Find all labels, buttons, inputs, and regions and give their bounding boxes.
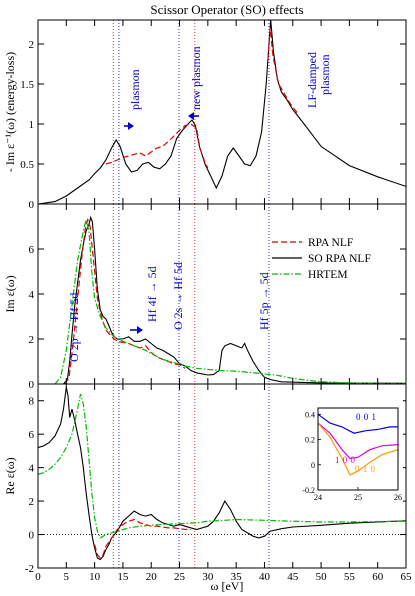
x-tick-label: 40 [259,571,271,583]
x-tick-label: 0 [35,571,41,583]
y-tick-label: 4 [29,463,35,475]
series-line [38,393,406,539]
annotation-new-plasmon: new plasmon [189,46,203,110]
series-line [38,387,406,561]
y-tick-label: 8 [29,396,35,408]
legend-label: RPA NLF [308,237,353,249]
x-tick-label: 30 [202,571,214,583]
annotation-arrowhead [188,112,194,120]
annotation-arrowhead [137,326,143,334]
x-axis-label: ω [eV] [211,579,244,593]
y-tick-label: 2 [29,496,35,508]
y-tick-label: 2 [29,334,35,346]
series-line [38,20,406,204]
inset-background [290,400,403,505]
y-tick-label: 0 [29,530,35,542]
x-tick-labels: 0 5 10 15 20 25 30 35 40 45 50 55 60 65 [35,571,412,583]
legend-label: HRTEM [308,269,348,281]
annotation-arrowhead [128,122,134,130]
series-group [38,20,406,204]
y-tick-label: 2 [29,39,35,51]
y-tick-label: 1 [29,119,35,131]
y-tick-label: 0 [29,379,35,391]
series-line [105,123,209,169]
y-tick-label: 4 [29,289,35,301]
y-tick-label: -2 [25,563,34,575]
transition-annotation: O 2s → Hf 5d [171,262,185,330]
annotation-lf-damped: LF-damped [305,52,319,108]
inset-series-line [317,422,399,460]
y-tick-label: 6 [29,244,35,256]
transition-annotation: Hf 5p → 5d [257,272,271,330]
inset-y-tick-label: 0.4 [305,410,315,419]
x-tick-label: 15 [117,571,129,583]
x-tick-label: 35 [231,571,243,583]
series-group [38,215,406,384]
y-axis-label: Im ε(ω) [3,275,17,312]
x-tick-label: 20 [146,571,158,583]
y-tick-label: 1.5 [20,79,34,91]
chart-title: Scissor Operator (SO) effects [150,2,303,17]
x-tick-label: 50 [316,571,328,583]
y-axis-label: Re ε(ω) [3,457,17,494]
legend: RPA NLF SO RPA NLF HRTEM [272,237,371,281]
panel-frame [37,383,407,569]
y-tick-label: 0 [29,199,35,211]
x-tick-label: 45 [287,571,299,583]
series-line [267,27,299,115]
annotation-plasmon: plasmon [128,69,142,110]
legend-label: SO RPA NLF [308,253,371,265]
series-line [64,217,186,384]
x-tick-label: 10 [89,571,101,583]
series-line [54,219,406,384]
panel-im-eps: 0 2 4 6 Im ε(ω) O 2p → Hf 5d Hf 4f → 5d O 2s → … [3,203,407,391]
inset-y-tick-label: 0.2 [305,436,315,445]
panel-eels: 0 0.5 1 1.5 2 - Im ε⁻¹(ω) (energy-loss) plasmo… [3,19,407,211]
x-tick-label: 60 [372,571,384,583]
inset-series-label: 1 0 0 [335,455,356,465]
inset-chart: -0.2 0 0.2 0.4 24 25 26 0 0 1 1 0 00 1 0 [290,400,403,505]
inset-x-tick-label: 24 [314,493,322,502]
y-tick-label: 0.5 [20,159,34,171]
inset-x-tick-label: 25 [354,493,362,502]
inset-series-label: 0 1 0 [355,464,376,474]
x-tick-label: 5 [64,571,70,583]
inset-series-line [317,413,398,434]
x-tick-label: 65 [401,571,413,583]
annotation-lf-plasmon: plasmon [318,54,332,95]
transition-annotation: O 2p → Hf 5d [67,293,81,362]
x-tick-label: 25 [174,571,186,583]
panels: 0 0.5 1 1.5 2 - Im ε⁻¹(ω) (energy-loss) plasmo… [3,19,412,583]
inset-series-label: 0 0 1 [356,412,377,422]
y-tick-label: 6 [29,429,35,441]
series-group [38,387,406,561]
inset-y-tick-label: -0.2 [302,486,315,495]
x-tick-label: 55 [344,571,356,583]
inset-y-tick-label: 0 [311,461,315,470]
series-line [94,518,191,559]
transition-annotation: Hf 4f → 5d [145,266,159,322]
inset-series-line [317,422,399,476]
series-line [38,215,406,384]
y-axis-label: - Im ε⁻¹(ω) (energy-loss) [3,52,17,172]
inset-x-tick-label: 26 [394,493,402,502]
